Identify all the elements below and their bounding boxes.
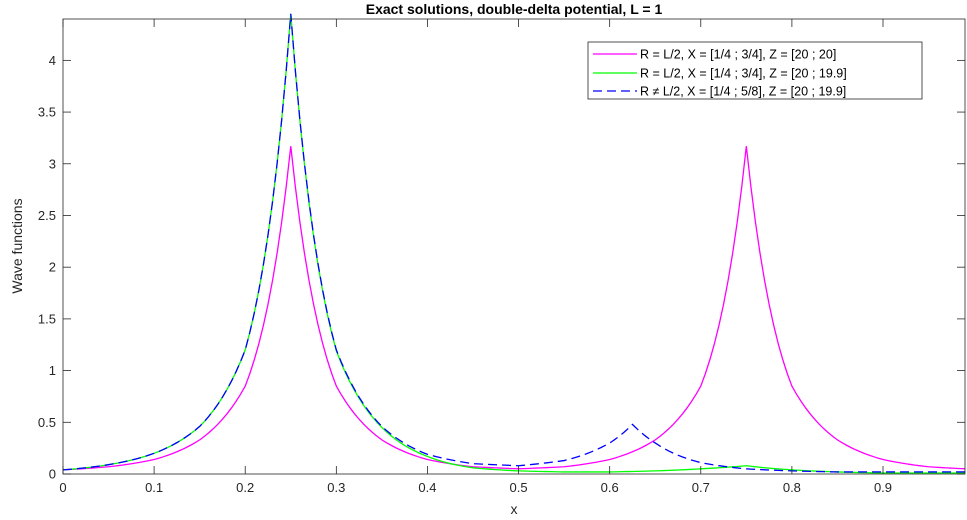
legend-entry-1: R = L/2, X = [1/4 ; 3/4], Z = [20 ; 19.9… — [640, 67, 847, 81]
x-axis-label: x — [511, 501, 518, 517]
y-axis-ticks: 0 0.5 1 1.5 2 2.5 3 3.5 4 — [38, 53, 965, 482]
x-tick-label: 0.8 — [783, 480, 801, 495]
legend-entry-2: R ≠ L/2, X = [1/4 ; 5/8], Z = [20 ; 19.9… — [640, 85, 846, 99]
legend-box — [587, 41, 923, 100]
x-axis-ticks: 0 0.1 0.2 0.3 0.4 0.5 0.6 0.7 0.8 0.9 — [59, 19, 892, 495]
plot-frame — [62, 18, 966, 475]
legend: R = L/2, X = [1/4 ; 3/4], Z = [20 ; 20] … — [587, 41, 923, 100]
x-tick-label: 0.5 — [510, 480, 528, 495]
y-tick-label: 2 — [49, 260, 56, 275]
y-tick-label: 3.5 — [38, 105, 56, 120]
y-tick-label: 0 — [49, 467, 56, 482]
legend-entry-0: R = L/2, X = [1/4 ; 3/4], Z = [20 ; 20] — [640, 48, 836, 62]
y-tick-label: 2.5 — [38, 208, 56, 223]
y-axis-label: Wave functions — [9, 198, 25, 293]
x-tick-label: 0.6 — [601, 480, 619, 495]
chart-title: Exact solutions, double-delta potential,… — [366, 1, 663, 17]
x-tick-label: 0.9 — [874, 480, 892, 495]
y-tick-label: 1 — [49, 363, 56, 378]
series-line-2 — [62, 13, 965, 473]
y-tick-label: 3 — [49, 156, 56, 171]
y-tick-label: 4 — [49, 53, 56, 68]
y-tick-label: 1.5 — [38, 311, 56, 326]
x-tick-label: 0 — [59, 480, 66, 495]
x-tick-label: 0.3 — [327, 480, 345, 495]
x-tick-label: 0.7 — [692, 480, 710, 495]
x-tick-label: 0.4 — [418, 480, 436, 495]
x-tick-label: 0.2 — [236, 480, 254, 495]
y-tick-label: 0.5 — [38, 415, 56, 430]
x-tick-label: 0.1 — [145, 480, 163, 495]
